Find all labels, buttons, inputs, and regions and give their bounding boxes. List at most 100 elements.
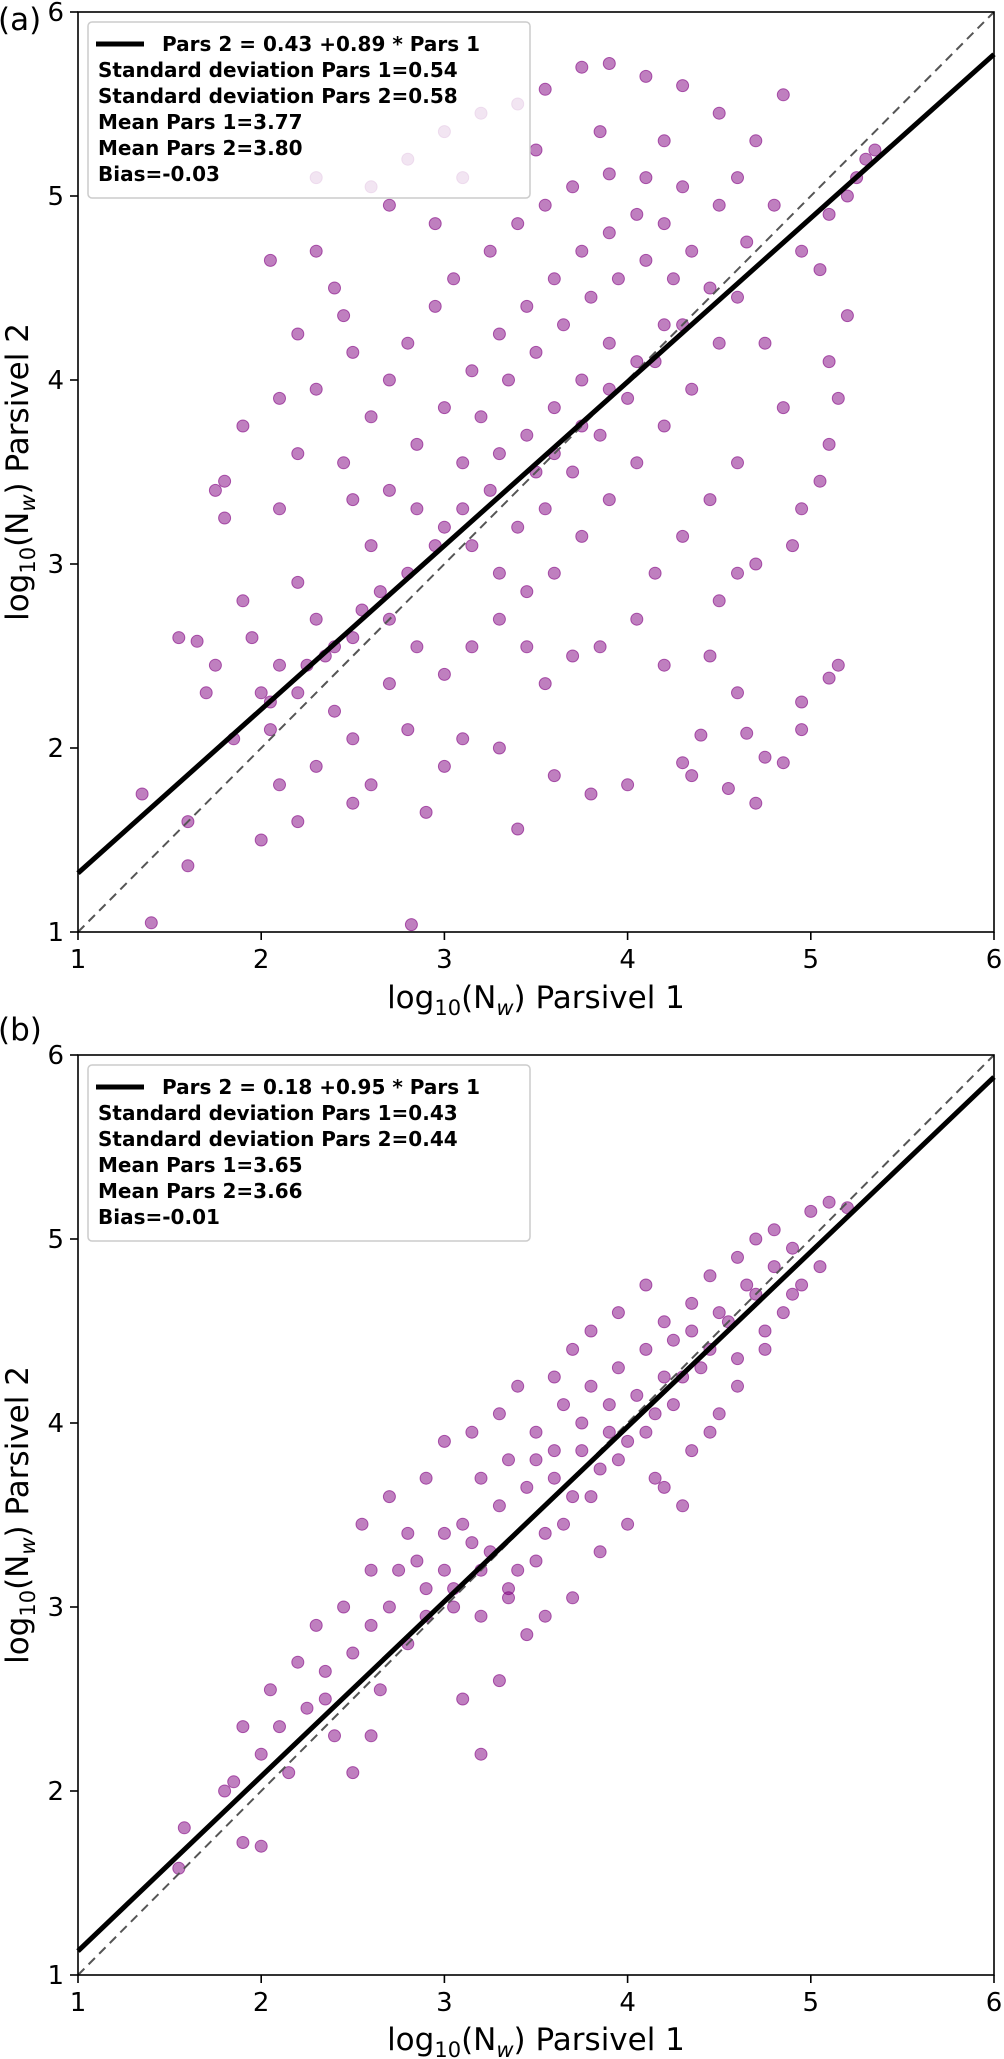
scatter-point xyxy=(575,60,589,74)
scatter-points-b xyxy=(172,1195,854,1875)
scatter-point xyxy=(703,1269,717,1283)
scatter-point xyxy=(520,299,534,313)
legend-stat-a-3: Mean Pars 1=3.77 xyxy=(98,110,303,134)
scatter-point xyxy=(208,658,222,672)
scatter-point xyxy=(712,106,726,120)
scatter-point xyxy=(447,272,461,286)
scatter-point xyxy=(767,1223,781,1237)
scatter-point xyxy=(492,741,506,755)
x-tick-label: 1 xyxy=(70,1988,87,2018)
panel-b: (b) 1 2 3 4 5 6 1 2 3 4 5 6 log10(Nw) Parsivel 1 l… xyxy=(0,1012,1002,2059)
scatter-point xyxy=(822,1195,836,1209)
scatter-point xyxy=(786,539,799,553)
scatter-point xyxy=(483,483,497,497)
scatter-point xyxy=(840,189,854,203)
scatter-point xyxy=(694,1361,708,1375)
scatter-point xyxy=(382,483,396,497)
scatter-point xyxy=(511,1379,525,1393)
scatter-point xyxy=(611,1361,625,1375)
scatter-point xyxy=(419,805,433,819)
scatter-point xyxy=(456,1692,470,1706)
scatter-point xyxy=(749,1232,763,1246)
scatter-point xyxy=(740,1278,754,1292)
scatter-point xyxy=(254,1747,268,1761)
x-tick-label: 4 xyxy=(619,1988,636,2018)
scatter-point xyxy=(731,686,744,700)
legend-fit-label-b: Pars 2 = 0.18 +0.95 * Pars 1 xyxy=(162,1075,480,1099)
x-axis-ticks-b: 1 2 3 4 5 6 xyxy=(70,1975,1002,2018)
scatter-point xyxy=(346,796,360,810)
scatter-point xyxy=(456,502,470,516)
scatter-point xyxy=(401,336,415,350)
scatter-point xyxy=(520,640,534,654)
scatter-point xyxy=(437,1526,451,1540)
scatter-point xyxy=(566,1342,580,1356)
scatter-point xyxy=(831,658,845,672)
scatter-point xyxy=(859,152,873,166)
scatter-point xyxy=(392,1563,406,1577)
scatter-point xyxy=(648,566,662,580)
scatter-point xyxy=(465,539,479,553)
scatter-point xyxy=(703,649,717,663)
x-axis-ticks-a: 1 2 3 4 5 6 xyxy=(70,932,1002,975)
scatter-point xyxy=(373,585,387,599)
scatter-point xyxy=(465,1536,479,1550)
scatter-point xyxy=(831,391,845,405)
scatter-point xyxy=(382,198,396,212)
scatter-point xyxy=(566,1490,580,1504)
scatter-point xyxy=(437,759,451,773)
scatter-point xyxy=(401,723,415,737)
scatter-point xyxy=(172,631,186,645)
scatter-point xyxy=(492,1499,506,1513)
scatter-point xyxy=(731,1352,744,1366)
scatter-point xyxy=(584,1324,598,1338)
scatter-point xyxy=(685,769,699,783)
scatter-point xyxy=(337,456,351,470)
y-tick-label: 5 xyxy=(47,182,64,212)
scatter-point xyxy=(263,1683,277,1697)
legend-stat-b-2: Standard deviation Pars 2=0.44 xyxy=(98,1127,458,1151)
scatter-point xyxy=(593,1545,607,1559)
scatter-point xyxy=(364,1563,378,1577)
scatter-point xyxy=(410,437,424,451)
one-to-one-line-a xyxy=(77,11,995,933)
scatter-point xyxy=(712,198,726,212)
scatter-point xyxy=(657,134,671,148)
scatter-point xyxy=(474,1471,488,1485)
scatter-point xyxy=(337,1600,351,1614)
y-tick-label: 1 xyxy=(47,1961,64,1991)
scatter-point xyxy=(492,327,506,341)
scatter-point xyxy=(639,253,653,267)
scatter-point xyxy=(428,217,442,231)
scatter-point xyxy=(309,382,323,396)
scatter-point xyxy=(404,918,418,932)
scatter-point xyxy=(575,1444,589,1458)
scatter-point xyxy=(254,686,268,700)
scatter-point xyxy=(218,1784,232,1798)
scatter-point xyxy=(575,1416,589,1430)
scatter-point xyxy=(437,667,451,681)
scatter-point xyxy=(758,336,772,350)
x-tick-label: 1 xyxy=(70,945,87,975)
scatter-point xyxy=(621,391,635,405)
scatter-point xyxy=(492,447,506,461)
scatter-point xyxy=(236,1720,250,1734)
scatter-point xyxy=(776,401,790,415)
scatter-point xyxy=(465,640,479,654)
scatter-point xyxy=(566,649,580,663)
scatter-point xyxy=(492,1407,506,1421)
scatter-point xyxy=(318,1692,332,1706)
legend-stat-a-1: Standard deviation Pars 1=0.54 xyxy=(98,58,458,82)
scatter-point xyxy=(749,134,763,148)
scatter-point xyxy=(291,1655,305,1669)
scatter-point xyxy=(547,1444,561,1458)
scatter-point xyxy=(813,474,827,488)
scatter-point xyxy=(177,1821,191,1835)
y-axis-label-a: log10(Nw) Parsivel 2 xyxy=(0,323,40,621)
scatter-point xyxy=(511,217,525,231)
scatter-point xyxy=(520,585,534,599)
panel-label-a: (a) xyxy=(0,2,41,38)
scatter-point xyxy=(538,502,552,516)
scatter-point xyxy=(135,787,149,801)
scatter-point xyxy=(813,263,827,277)
